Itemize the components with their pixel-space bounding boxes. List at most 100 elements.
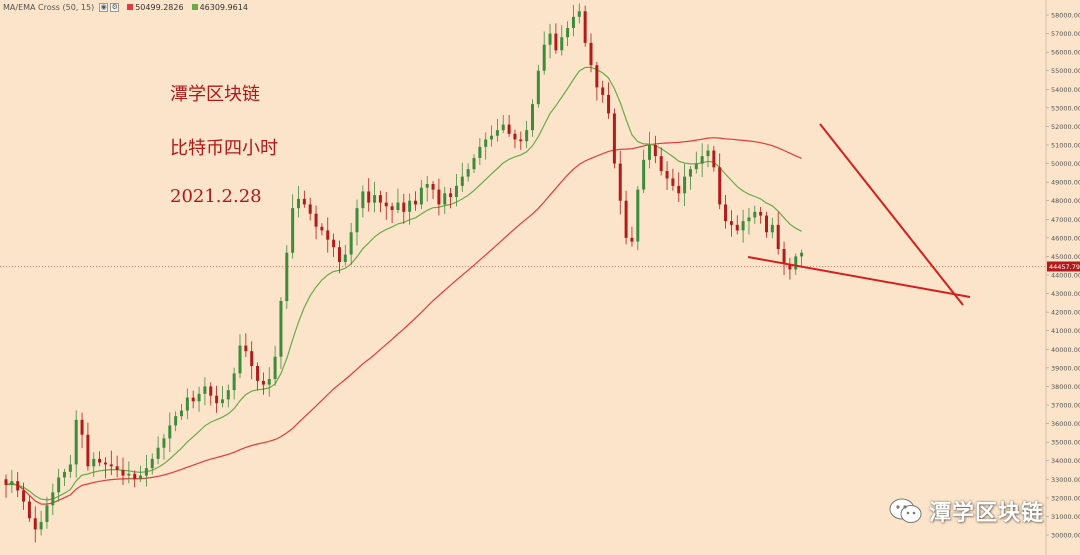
candle-body[interactable] (700, 156, 704, 164)
candle-body[interactable] (378, 195, 382, 203)
candle-body[interactable] (495, 130, 499, 136)
candle-body[interactable] (607, 94, 611, 114)
upper-trendline[interactable] (819, 123, 964, 306)
candle-body[interactable] (86, 434, 90, 467)
candle-body[interactable] (220, 399, 224, 404)
candle-body[interactable] (92, 458, 96, 467)
candle-body[interactable] (484, 139, 488, 147)
candle-body[interactable] (612, 113, 616, 164)
candle-body[interactable] (63, 471, 66, 478)
candle-body[interactable] (425, 184, 429, 188)
candle-body[interactable] (624, 200, 628, 238)
candle-body[interactable] (16, 481, 20, 491)
candle-body[interactable] (57, 477, 61, 493)
candle-body[interactable] (156, 447, 160, 459)
candle-body[interactable] (618, 163, 622, 201)
candle-body[interactable] (706, 150, 710, 157)
candle-body[interactable] (765, 215, 768, 233)
candle-body[interactable] (519, 139, 523, 142)
candle-body[interactable] (355, 208, 359, 233)
candle-body[interactable] (22, 490, 26, 502)
candle-body[interactable] (256, 366, 260, 381)
candle-body[interactable] (712, 150, 716, 168)
candle-body[interactable] (343, 254, 347, 262)
candle-body[interactable] (776, 224, 780, 249)
candle-body[interactable] (747, 217, 751, 222)
candle-body[interactable] (51, 492, 55, 506)
candle-body[interactable] (718, 167, 722, 205)
candle-body[interactable] (373, 195, 377, 203)
candle-body[interactable] (320, 226, 324, 231)
candle-body[interactable] (659, 156, 663, 171)
candle-body[interactable] (437, 189, 441, 205)
candle-body[interactable] (531, 104, 534, 131)
candle-body[interactable] (115, 466, 119, 470)
candle-body[interactable] (782, 249, 786, 264)
candle-body[interactable] (337, 247, 341, 262)
candle-body[interactable] (168, 425, 172, 439)
candle-body[interactable] (261, 380, 265, 385)
candle-body[interactable] (80, 419, 84, 435)
candle-body[interactable] (636, 189, 640, 242)
candle-body[interactable] (39, 522, 43, 530)
candle-body[interactable] (554, 33, 558, 51)
candle-body[interactable] (27, 501, 31, 519)
candle-body[interactable] (560, 37, 564, 51)
candle-body[interactable] (648, 145, 651, 160)
candle-body[interactable] (759, 211, 763, 216)
candle-body[interactable] (267, 379, 271, 385)
candle-body[interactable] (238, 345, 242, 374)
candle-body[interactable] (729, 221, 733, 225)
candle-body[interactable] (595, 65, 599, 88)
candle-body[interactable] (98, 458, 102, 463)
candle-body[interactable] (408, 200, 412, 212)
candle-body[interactable] (367, 191, 371, 203)
candle-body[interactable] (490, 135, 494, 140)
candle-body[interactable] (577, 11, 581, 17)
candle-body[interactable] (332, 239, 336, 248)
candle-body[interactable] (109, 464, 113, 467)
candle-body[interactable] (297, 198, 300, 209)
candle-body[interactable] (677, 185, 681, 194)
candle-body[interactable] (349, 232, 353, 255)
candle-body[interactable] (589, 42, 593, 66)
candle-body[interactable] (800, 252, 804, 257)
candle-body[interactable] (642, 159, 646, 190)
candle-body[interactable] (536, 70, 540, 105)
candle-body[interactable] (121, 470, 125, 476)
candle-body[interactable] (630, 237, 634, 242)
candle-body[interactable] (735, 224, 739, 231)
candle-body[interactable] (291, 208, 295, 253)
candle-body[interactable] (443, 193, 447, 205)
candle-body[interactable] (203, 386, 207, 394)
candle-body[interactable] (232, 373, 236, 391)
candle-body[interactable] (226, 390, 230, 400)
candle-body[interactable] (583, 11, 587, 43)
candle-body[interactable] (542, 44, 546, 71)
candle-body[interactable] (45, 505, 49, 522)
candle-body[interactable] (671, 178, 675, 186)
candle-body[interactable] (308, 204, 312, 214)
eye-icon[interactable]: ◉ (99, 2, 109, 12)
candle-body[interactable] (180, 410, 183, 417)
candle-body[interactable] (209, 386, 213, 396)
candle-body[interactable] (10, 481, 14, 485)
candle-body[interactable] (139, 475, 143, 480)
candle-body[interactable] (250, 351, 254, 366)
candle-body[interactable] (302, 198, 306, 205)
candle-body[interactable] (472, 158, 476, 170)
candle-body[interactable] (724, 204, 728, 222)
candle-body[interactable] (454, 185, 458, 197)
candle-body[interactable] (753, 211, 757, 218)
lower-trendline[interactable] (747, 256, 971, 298)
candle-body[interactable] (279, 301, 283, 357)
candle-body[interactable] (501, 124, 505, 131)
candle-body[interactable] (197, 393, 201, 402)
candle-body[interactable] (770, 224, 774, 233)
candle-body[interactable] (513, 133, 517, 140)
candle-body[interactable] (548, 33, 552, 45)
candle-body[interactable] (694, 163, 698, 170)
candle-body[interactable] (127, 473, 131, 476)
candle-body[interactable] (601, 87, 605, 95)
candle-body[interactable] (390, 206, 394, 210)
